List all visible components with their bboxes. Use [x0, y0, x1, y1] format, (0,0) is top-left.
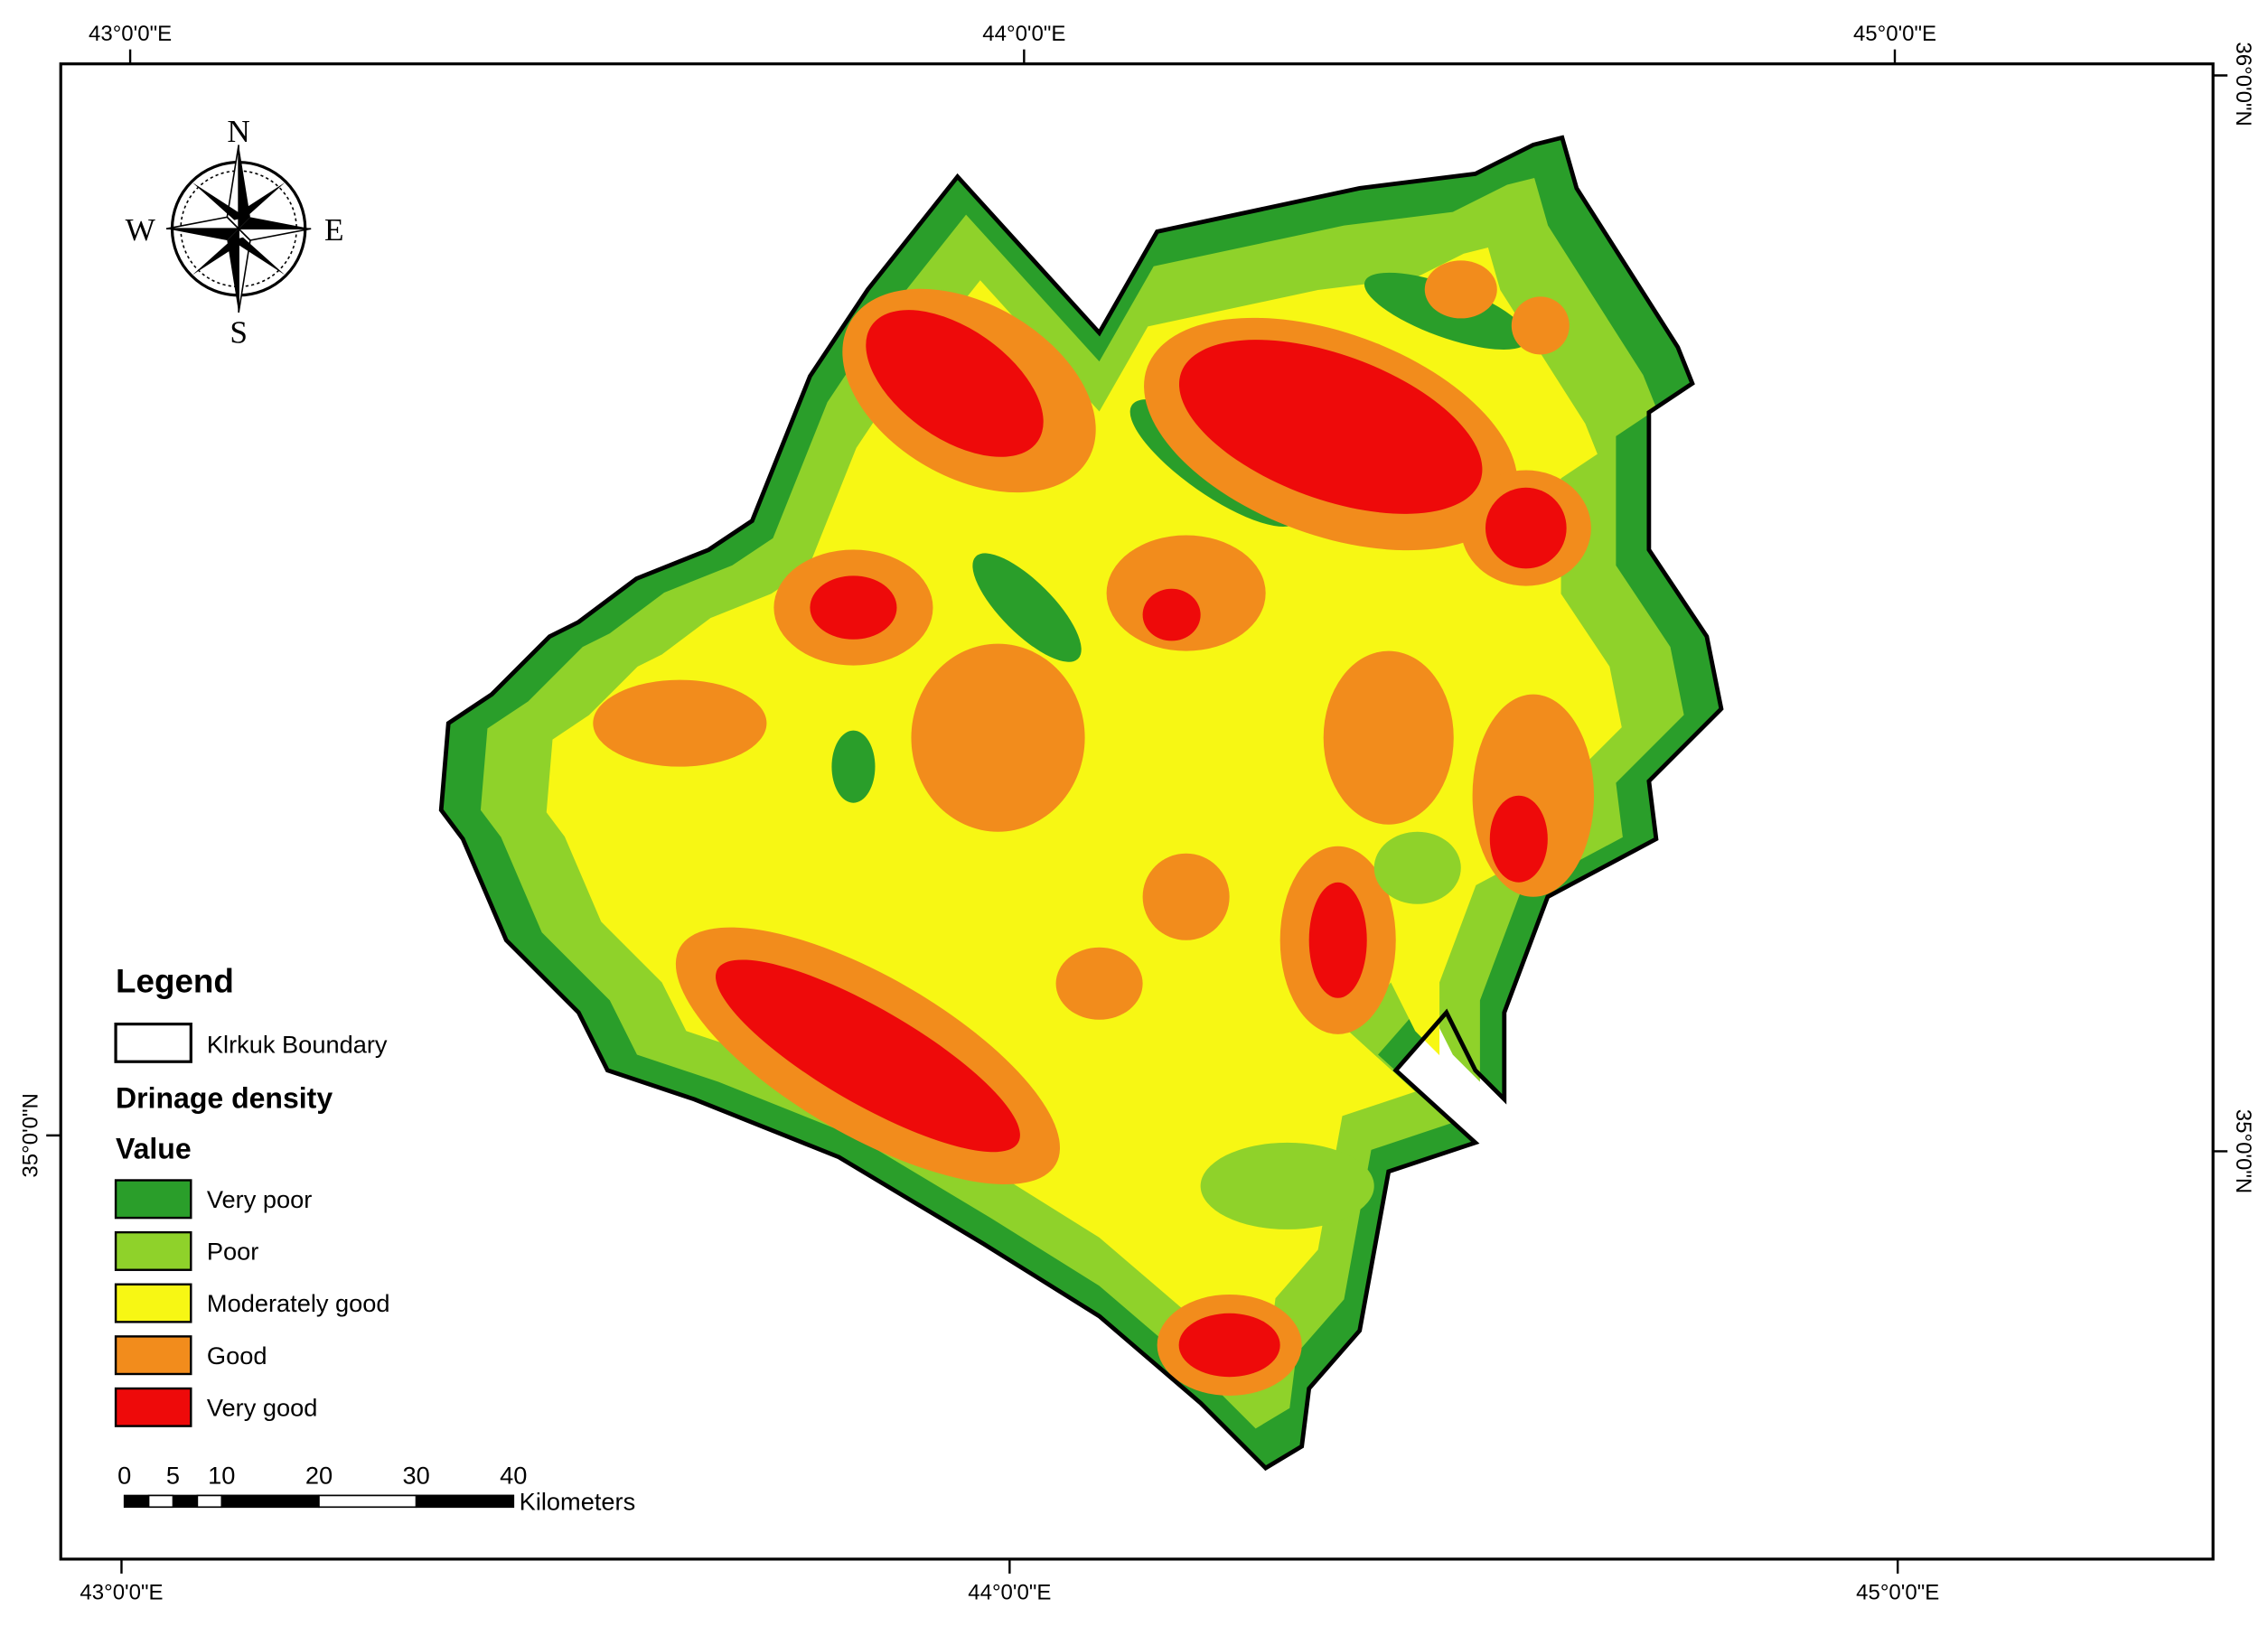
zone: [1323, 650, 1454, 825]
scale-tick-label: 40: [500, 1462, 527, 1490]
longitude-label: 45°0'0"E: [1853, 22, 1936, 46]
compass-w: W: [126, 212, 156, 248]
scale-unit: Kilometers: [520, 1487, 636, 1515]
legend-swatch: [114, 1230, 192, 1271]
legend-title: Legend: [116, 962, 234, 999]
latitude-label: 36°0'0"N: [2231, 42, 2255, 126]
scale-segment: [196, 1494, 223, 1509]
scale-segment: [318, 1494, 417, 1509]
scale-tick-label: 10: [208, 1462, 235, 1490]
longitude-label: 45°0'0"E: [1856, 1581, 1939, 1605]
legend-label: Very good: [207, 1393, 318, 1421]
legend-label: Good: [207, 1342, 267, 1370]
scale-tick-label: 5: [166, 1462, 180, 1490]
legend-swatch: [114, 1023, 192, 1063]
graticule: [46, 49, 2228, 1574]
legend-swatch: [114, 1283, 192, 1323]
compass-e: E: [324, 212, 344, 248]
zone: [1424, 260, 1497, 319]
legend-label: Moderately good: [207, 1289, 390, 1317]
zone: [1373, 831, 1461, 904]
compass-n: N: [227, 114, 249, 149]
zone: [1485, 487, 1567, 569]
legend-swatch: [114, 1387, 192, 1427]
zone: [1200, 1142, 1374, 1229]
zone: [1055, 947, 1143, 1020]
scale-segment: [124, 1495, 149, 1508]
latitude-label: 35°0'0"N: [2231, 1109, 2255, 1193]
scale-tick-label: 30: [402, 1462, 429, 1490]
legend-swatch: [114, 1179, 192, 1220]
legend-label: Poor: [207, 1238, 258, 1266]
zone: [593, 679, 767, 767]
legend-swatch: [114, 1335, 192, 1376]
zone: [1511, 296, 1570, 355]
drainage-map: [441, 137, 1721, 1468]
longitude-label: 43°0'0"E: [89, 22, 172, 46]
zone: [831, 730, 876, 803]
zone: [1142, 853, 1230, 940]
scale-tick-label: 20: [305, 1462, 333, 1490]
legend-label: Klrkuk Boundary: [207, 1031, 388, 1059]
longitude-label: 43°0'0"E: [80, 1581, 163, 1605]
longitude-label: 44°0'0"E: [982, 22, 1065, 46]
latitude-label: 35°0'0"N: [19, 1093, 43, 1177]
compass-rose: [165, 145, 312, 313]
zone: [716, 959, 1020, 1153]
scale-tick-label: 0: [117, 1462, 131, 1490]
legend-field: Value: [116, 1132, 192, 1164]
zone: [1178, 340, 1483, 514]
scale-segment: [220, 1494, 320, 1509]
longitude-label: 44°0'0"E: [968, 1581, 1051, 1605]
zone: [1178, 1313, 1280, 1378]
zone: [972, 553, 1082, 662]
legend-layer: Drinage density: [116, 1081, 333, 1114]
zone: [1142, 588, 1201, 641]
zone: [1489, 795, 1548, 883]
scale-segment: [147, 1494, 174, 1509]
zone: [810, 575, 897, 640]
legend-label: Very poor: [207, 1185, 312, 1213]
zone: [1308, 882, 1367, 998]
compass-s: S: [230, 315, 248, 351]
scale-segment: [173, 1495, 198, 1508]
zone: [866, 310, 1044, 457]
zone: [911, 643, 1085, 832]
legend: Legend Klrkuk Boundary Drinage density V…: [114, 962, 390, 1427]
scale-segment: [415, 1494, 515, 1509]
